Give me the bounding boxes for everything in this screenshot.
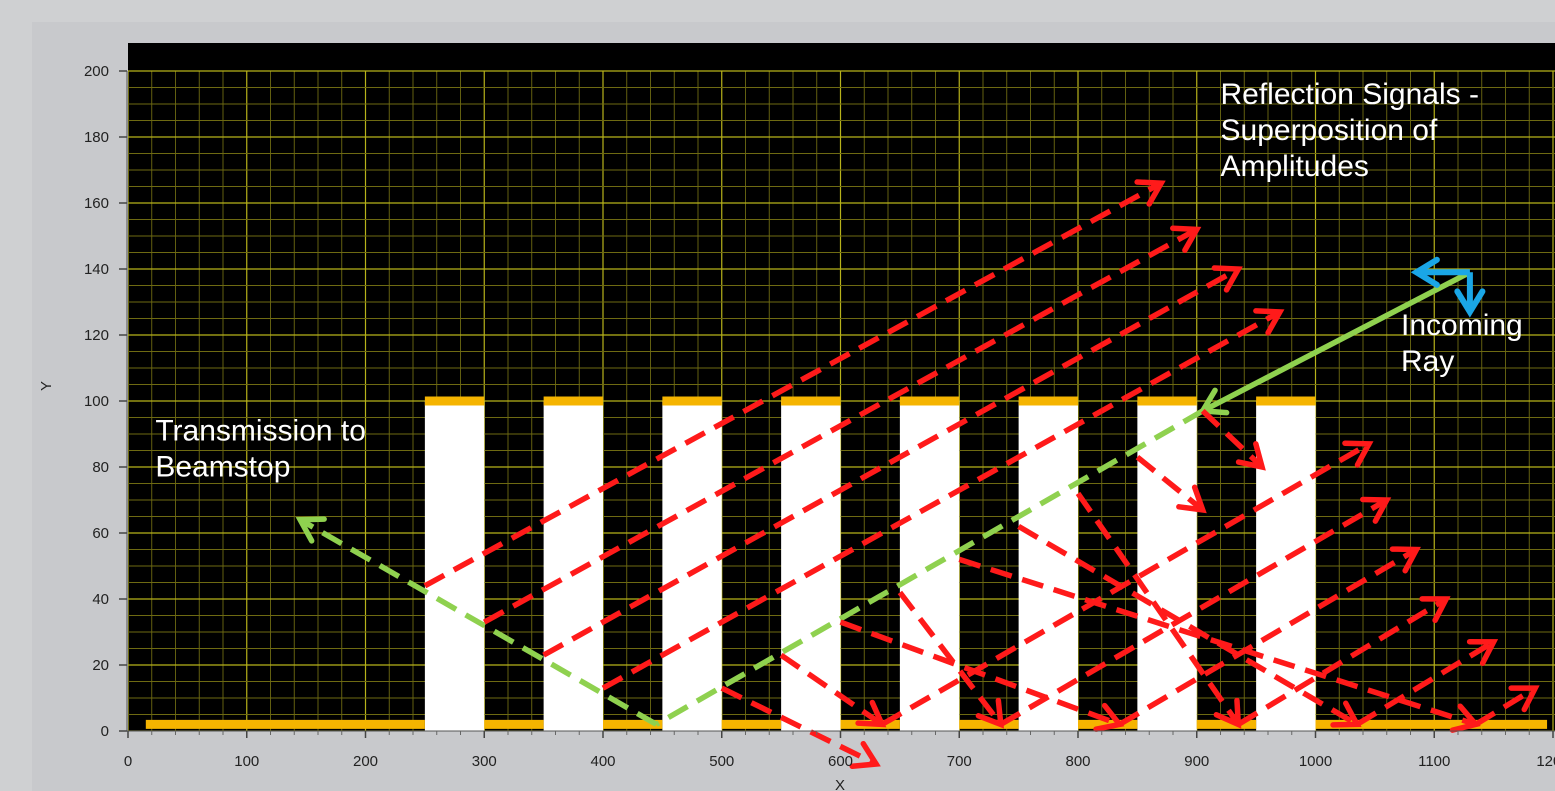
y-tick-label: 20 — [92, 657, 109, 674]
reflected-ray — [1355, 639, 1496, 727]
annotation-line: Incoming — [1401, 309, 1523, 342]
reflected-ray — [1236, 596, 1448, 727]
y-tick-label: 120 — [84, 327, 109, 344]
y-tick-label: 140 — [84, 261, 109, 278]
y-tick-label: 80 — [92, 459, 109, 476]
x-tick-label: 500 — [709, 753, 734, 770]
x-tick-label: 1200 — [1536, 753, 1555, 770]
white-column — [1256, 401, 1316, 731]
reflected-ray — [999, 497, 1389, 727]
polarization-arrowhead — [1454, 288, 1486, 318]
reflected-arrowhead — [1389, 546, 1421, 574]
reflected-ray — [958, 556, 1477, 728]
reflected-ray — [1135, 454, 1205, 513]
annotation-line: Ray — [1401, 345, 1454, 378]
reflected-ray — [839, 619, 1121, 727]
x-tick-label: 1000 — [1299, 753, 1332, 770]
x-tick-label: 400 — [590, 753, 615, 770]
x-tick-label: 300 — [472, 753, 497, 770]
reflected-arrowhead — [1419, 596, 1451, 624]
white-column — [662, 401, 722, 731]
transmitted-ray — [298, 517, 658, 727]
y-tick-label: 200 — [84, 63, 109, 80]
white-column — [424, 401, 485, 731]
y-tick-label: 160 — [84, 195, 109, 212]
x-tick-label: 600 — [828, 753, 853, 770]
x-axis-title: X — [835, 777, 845, 791]
incoming-ray — [1201, 269, 1472, 414]
reflected-ray — [1075, 491, 1241, 726]
white-column — [1018, 401, 1078, 731]
polarization-arrowhead — [1410, 256, 1440, 288]
reflected-ray — [1474, 685, 1537, 727]
reflected-arrowhead — [1508, 685, 1540, 713]
transmitted-ray — [655, 408, 1205, 727]
x-tick-label: 800 — [1065, 753, 1090, 770]
reflected-arrowhead — [1342, 440, 1374, 468]
annotation-line: Amplitudes — [1221, 150, 1369, 183]
reflected-ray — [542, 266, 1240, 658]
reflected-arrowhead — [849, 740, 881, 769]
axes: 0100200300400500600700800900100011001200… — [38, 63, 1555, 791]
white-column — [543, 401, 603, 731]
annotation-line: Superposition of — [1221, 114, 1438, 147]
white-column — [1137, 401, 1197, 731]
y-tick-label: 180 — [84, 129, 109, 146]
x-tick-label: 100 — [234, 753, 259, 770]
y-tick-label: 100 — [84, 393, 109, 410]
reflected-arrowhead — [1466, 638, 1499, 666]
x-tick-label: 700 — [947, 753, 972, 770]
reflected-arrowhead — [1330, 700, 1362, 728]
reflected-ray — [880, 441, 1371, 727]
annotations: Reflection Signals -Superposition of Ampl… — [155, 78, 1522, 484]
annotation-text: Incoming Ray — [1401, 309, 1523, 378]
transmitted-arrowhead — [295, 516, 327, 544]
annotation-line: Transmission to — [155, 415, 366, 448]
y-tick-label: 0 — [101, 723, 109, 740]
reflected-ray — [482, 226, 1199, 625]
reflected-arrowhead — [1253, 308, 1285, 336]
reflected-ray — [1200, 408, 1264, 469]
x-tick-label: 0 — [124, 753, 132, 770]
reflected-ray — [720, 685, 878, 767]
reflected-arrowhead — [1211, 265, 1243, 293]
y-axis-title: Y — [38, 381, 55, 391]
reflected-arrowhead — [1176, 484, 1207, 514]
reflected-arrowhead — [855, 699, 887, 728]
reflected-ray — [423, 180, 1163, 589]
ray-series — [295, 179, 1540, 769]
x-tick-label: 1100 — [1418, 753, 1450, 770]
y-tick-label: 40 — [92, 591, 109, 608]
annotation-line: Beamstop — [155, 451, 290, 484]
annotation-text: Transmission to Beamstop — [155, 415, 366, 484]
reflected-ray — [601, 309, 1282, 691]
x-tick-label: 900 — [1184, 753, 1209, 770]
reflected-ray — [1118, 547, 1418, 727]
reflected-arrowhead — [1170, 225, 1202, 254]
y-tick-label: 60 — [92, 525, 109, 542]
reflected-ray — [779, 652, 884, 727]
reflected-arrowhead — [1134, 179, 1166, 207]
reflected-ray — [897, 590, 1003, 727]
annotation-text: Reflection Signals -Superposition of Ampl… — [1221, 78, 1479, 183]
reflected-arrowhead — [1093, 702, 1125, 732]
x-tick-label: 200 — [353, 753, 378, 770]
annotation-line: Reflection Signals - — [1221, 78, 1479, 111]
reflected-arrowhead — [1235, 441, 1266, 471]
reflected-arrowhead — [1360, 496, 1392, 524]
orange-surfaces — [145, 396, 1548, 729]
